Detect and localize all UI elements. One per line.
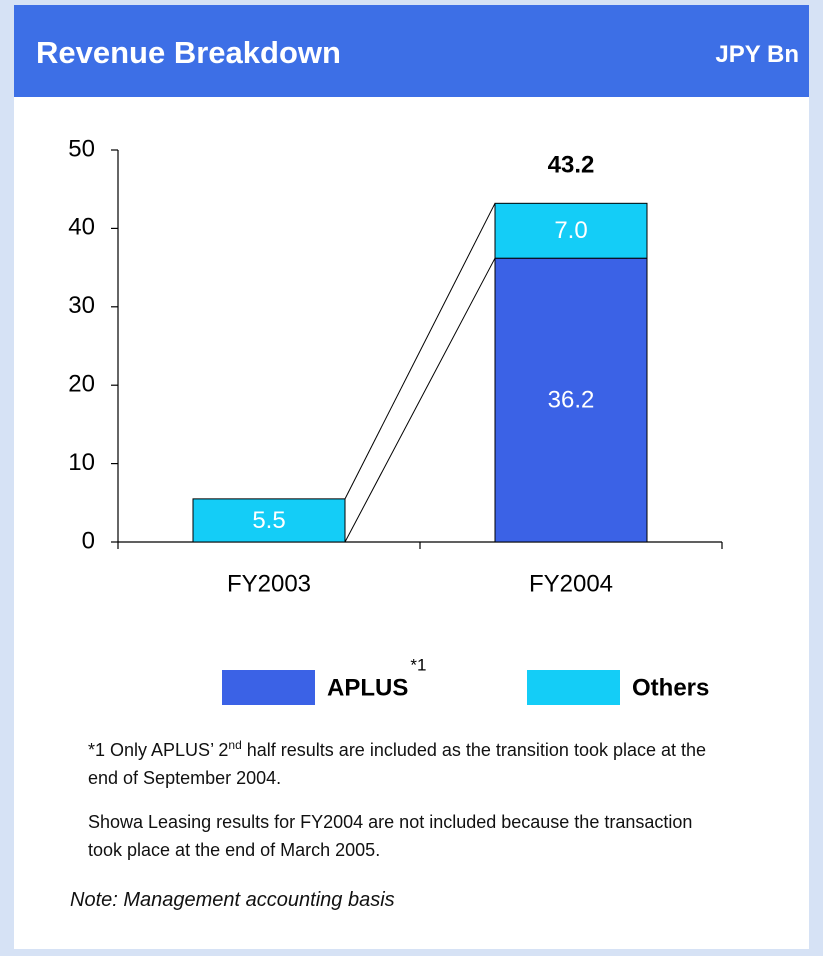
connector: [344, 257, 496, 543]
legend-swatch: [222, 670, 315, 705]
legend-label: APLUS: [327, 674, 408, 701]
header: Revenue Breakdown JPY Bn: [14, 5, 809, 97]
bar-segment: [494, 257, 648, 543]
total-label: 43.2: [548, 152, 595, 179]
footnote: Showa Leasing results for FY2004 are not…: [88, 808, 718, 864]
y-tick-label: 40: [68, 214, 95, 241]
footnote-text: Showa Leasing results for FY2004 are not…: [88, 812, 693, 860]
legend-label: Others: [632, 674, 709, 701]
y-tick-label: 50: [68, 135, 95, 162]
note: Note: Management accounting basis: [70, 889, 395, 911]
connector: [344, 203, 496, 500]
bar-segment: [494, 202, 648, 259]
value-label: 7.0: [554, 217, 587, 244]
bar-segment: [192, 498, 346, 543]
legend-superscript: *1: [410, 655, 426, 674]
y-tick-label: 30: [68, 292, 95, 319]
y-tick-label: 20: [68, 371, 95, 398]
title: Revenue Breakdown: [36, 35, 341, 70]
y-tick-label: 0: [82, 527, 95, 554]
unit-label: JPY Bn: [715, 41, 799, 68]
footnote: *1 Only APLUS’ 2nd half results are incl…: [88, 736, 718, 792]
legend-swatch: [527, 670, 620, 705]
footnote-text: half results are included as the transit…: [88, 740, 707, 788]
y-tick-label: 10: [68, 449, 95, 476]
value-label: 36.2: [548, 386, 595, 413]
x-tick-label: FY2004: [529, 570, 613, 597]
footnote-sup: nd: [228, 738, 242, 752]
x-tick-label: FY2003: [227, 570, 311, 597]
footnote-text: *1 Only APLUS’ 2: [88, 740, 229, 760]
value-label: 5.5: [252, 507, 285, 534]
panel: [14, 97, 809, 949]
